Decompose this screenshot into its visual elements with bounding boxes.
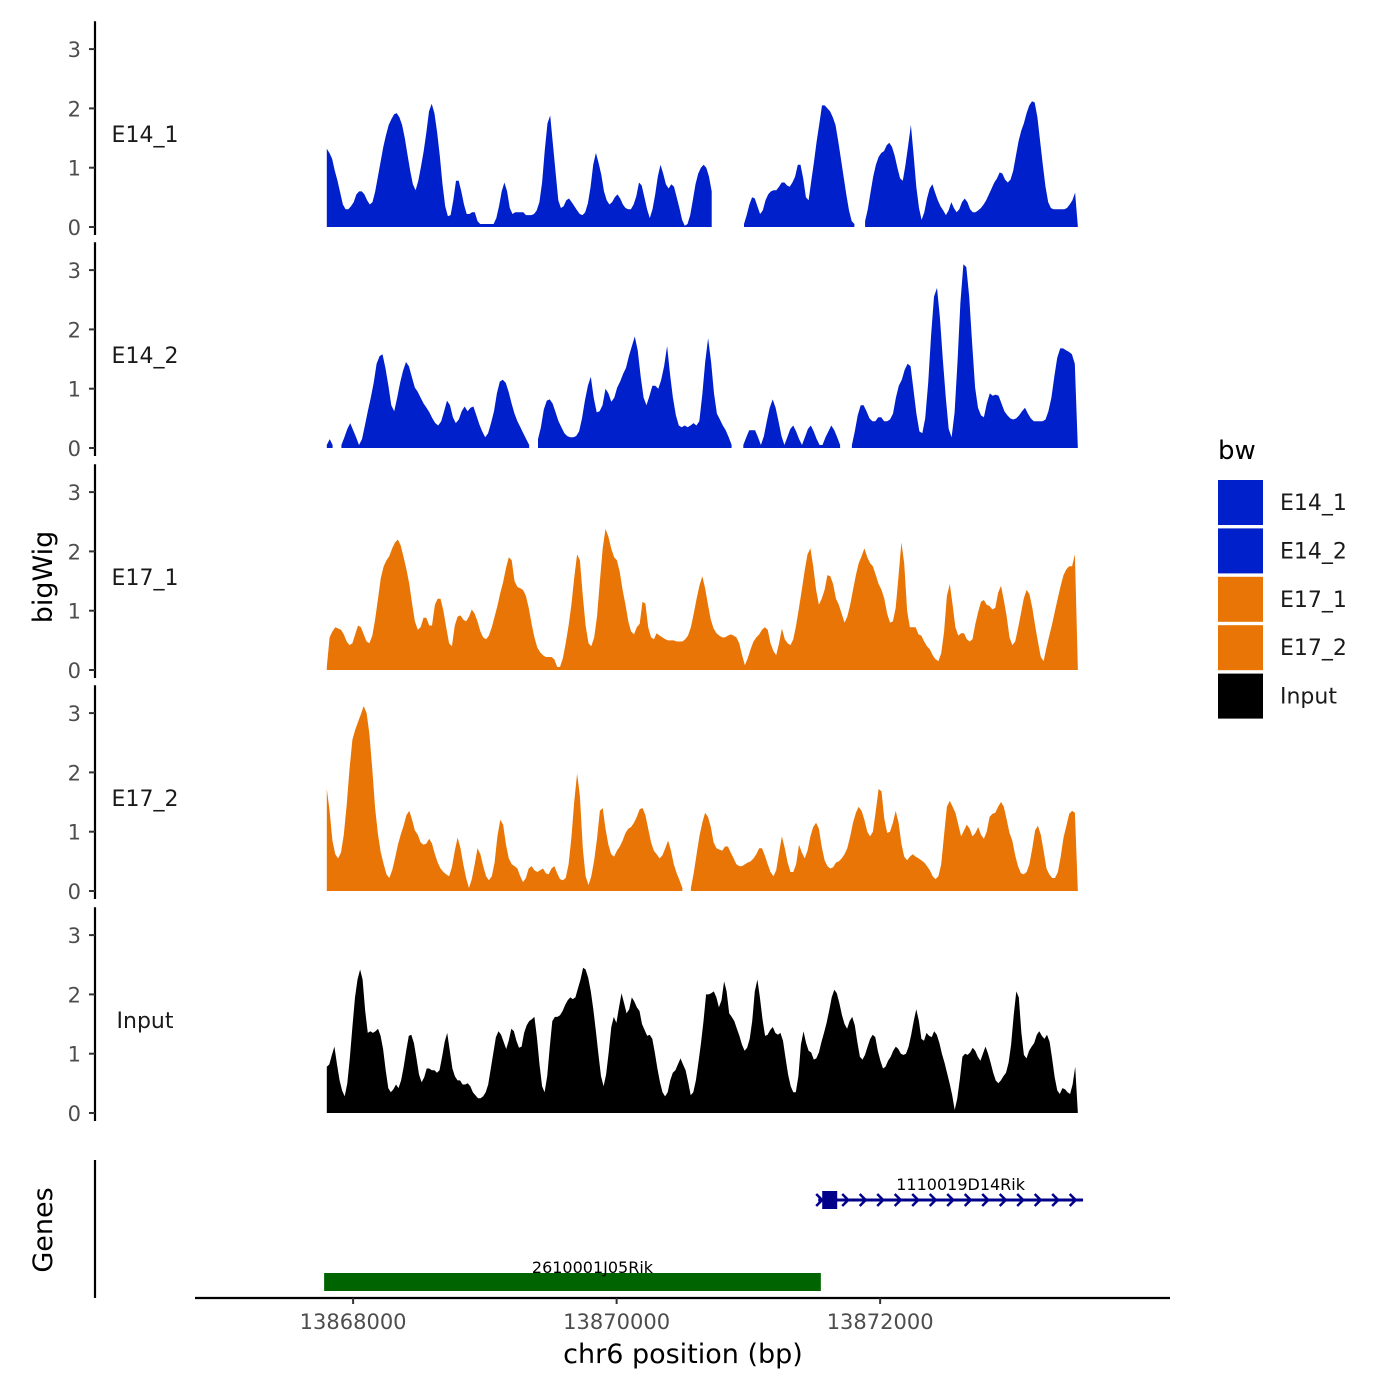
strand-arrow bbox=[858, 1193, 868, 1207]
y-tick-label: 3 bbox=[68, 481, 81, 505]
gene-2610001J05Rik: 2610001J05Rik bbox=[324, 1258, 821, 1291]
legend-label-E17_1: E17_1 bbox=[1280, 588, 1347, 613]
y-tick-label: 0 bbox=[68, 1102, 81, 1126]
y-tick-label: 1 bbox=[68, 157, 81, 181]
signal-area-E14_1 bbox=[865, 101, 1078, 227]
legend-title: bw bbox=[1218, 436, 1256, 466]
signal-area-E14_2 bbox=[538, 336, 732, 448]
gene-exon bbox=[822, 1191, 838, 1209]
legend-swatch-E14_1 bbox=[1218, 480, 1263, 525]
signal-area-E14_2 bbox=[341, 354, 530, 448]
strand-arrow bbox=[1016, 1193, 1025, 1207]
strand-arrow bbox=[815, 1193, 824, 1207]
gene-label: 1110019D14Rik bbox=[896, 1175, 1026, 1194]
track-label-Input: Input bbox=[117, 1009, 174, 1034]
x-axis: 13868000 13870000 13872000 bbox=[195, 1296, 1170, 1334]
signal-area-E14_1 bbox=[326, 103, 712, 227]
signal-area-E17_2 bbox=[326, 706, 683, 891]
track-label-E14_2: E14_2 bbox=[112, 344, 179, 369]
track-label-E17_1: E17_1 bbox=[112, 566, 179, 591]
y-tick-label: 1 bbox=[68, 600, 81, 624]
y-tick-label: 1 bbox=[68, 1043, 81, 1067]
tracks-layer: 0 1 2 3 E14_1 0 1 2 3 E14_2 0 1 2 3 E17_1 0 1 2 3 E17_2 0 1 2 3… bbox=[68, 21, 1078, 1126]
y-tick-label: 0 bbox=[68, 880, 81, 904]
y-tick-label: 3 bbox=[68, 38, 81, 62]
signal-area-E17_2 bbox=[690, 789, 1078, 891]
signal-area-E14_2 bbox=[326, 439, 333, 448]
strand-arrow bbox=[963, 1193, 973, 1207]
y-tick-label: 0 bbox=[68, 659, 81, 683]
y-axis-title: bigWig bbox=[28, 531, 59, 624]
legend-label-E14_1: E14_1 bbox=[1280, 491, 1347, 516]
legend-label-E17_2: E17_2 bbox=[1280, 636, 1347, 661]
strand-arrow bbox=[981, 1193, 990, 1207]
track-E17_1: 0 1 2 3 E17_1 bbox=[68, 464, 1078, 683]
signal-area-E14_2 bbox=[743, 399, 841, 448]
strand-arrow bbox=[946, 1193, 955, 1207]
gene-label: 2610001J05Rik bbox=[532, 1258, 654, 1277]
y-tick-label: 2 bbox=[68, 540, 81, 564]
y-tick-label: 2 bbox=[68, 983, 81, 1007]
strand-arrow bbox=[1051, 1193, 1060, 1207]
y-tick-label: 0 bbox=[68, 216, 81, 240]
y-tick-label: 2 bbox=[68, 761, 81, 785]
legend-swatch-E14_2 bbox=[1218, 528, 1263, 574]
signal-area-E17_1 bbox=[326, 528, 1078, 670]
legend: bw E14_1 E14_2 E17_1 E17_2 Input bbox=[1218, 436, 1347, 719]
genes-layer: 2610001J05Rik 1110019D14Rik bbox=[93, 1160, 1084, 1298]
y-tick-label: 3 bbox=[68, 702, 81, 726]
y-tick-label: 3 bbox=[68, 924, 81, 948]
strand-arrow bbox=[841, 1193, 850, 1207]
y-tick-label: 2 bbox=[68, 97, 81, 121]
y-tick-label: 2 bbox=[68, 318, 81, 342]
legend-label-Input: Input bbox=[1280, 685, 1337, 710]
track-E14_1: 0 1 2 3 E14_1 bbox=[68, 21, 1078, 240]
strand-arrow bbox=[893, 1193, 903, 1207]
legend-swatch-Input bbox=[1218, 673, 1263, 719]
strand-arrow bbox=[1068, 1193, 1078, 1207]
x-tick-label: 13870000 bbox=[563, 1310, 670, 1334]
y-tick-label: 0 bbox=[68, 437, 81, 461]
strand-arrow bbox=[911, 1193, 920, 1207]
gene-1110019D14Rik: 1110019D14Rik bbox=[815, 1175, 1084, 1209]
x-tick-label: 13872000 bbox=[827, 1310, 934, 1334]
signal-area-E14_1 bbox=[744, 105, 855, 227]
track-label-E17_2: E17_2 bbox=[112, 787, 179, 812]
signal-area-E14_2 bbox=[851, 264, 1078, 448]
y-tick-label: 1 bbox=[68, 378, 81, 402]
strand-arrow bbox=[998, 1193, 1008, 1207]
strand-arrow bbox=[876, 1193, 885, 1207]
gene-body bbox=[324, 1273, 821, 1291]
x-tick-label: 13868000 bbox=[300, 1310, 407, 1334]
track-Input: 0 1 2 3 Input bbox=[68, 907, 1078, 1126]
y-tick-label: 3 bbox=[68, 259, 81, 283]
strand-arrow bbox=[1033, 1193, 1043, 1207]
strand-arrow bbox=[928, 1193, 938, 1207]
signal-area-Input bbox=[326, 967, 1078, 1113]
y-tick-label: 1 bbox=[68, 821, 81, 845]
genes-axis-title: Genes bbox=[28, 1187, 59, 1272]
legend-label-E14_2: E14_2 bbox=[1280, 539, 1347, 564]
track-E14_2: 0 1 2 3 E14_2 bbox=[68, 242, 1078, 461]
track-E17_2: 0 1 2 3 E17_2 bbox=[68, 685, 1078, 904]
legend-swatch-E17_2 bbox=[1218, 625, 1263, 671]
x-axis-title: chr6 position (bp) bbox=[563, 1339, 803, 1370]
track-label-E14_1: E14_1 bbox=[112, 123, 179, 148]
legend-swatch-E17_1 bbox=[1218, 576, 1263, 622]
